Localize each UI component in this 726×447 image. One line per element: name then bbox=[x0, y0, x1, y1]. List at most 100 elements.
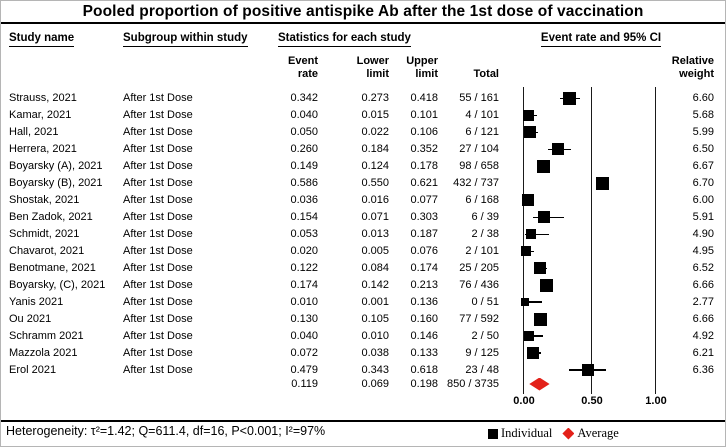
event-rate-cell: 0.130 bbox=[290, 312, 318, 325]
lower-limit-cell: 0.343 bbox=[361, 363, 389, 376]
summary-lower-limit-cell: 0.069 bbox=[361, 378, 389, 390]
study-name-cell: Yanis 2021 bbox=[9, 295, 64, 308]
subgroup-cell: After 1st Dose bbox=[123, 312, 193, 325]
table-row: Hall, 2021 After 1st Dose 0.050 0.022 0.106 6… bbox=[1, 124, 725, 141]
table-row: Mazzola 2021 After 1st Dose 0.072 0.038 0.13… bbox=[1, 345, 725, 362]
total-cell: 432 / 737 bbox=[453, 176, 499, 189]
subheader-relative-weight: Relative weight bbox=[671, 55, 714, 80]
event-rate-cell: 0.122 bbox=[290, 261, 318, 274]
total-cell: 55 / 161 bbox=[459, 92, 499, 104]
event-rate-cell: 0.174 bbox=[290, 278, 318, 291]
weight-cell: 2.77 bbox=[692, 295, 714, 308]
upper-limit-cell: 0.352 bbox=[410, 142, 438, 155]
total-cell: 27 / 104 bbox=[459, 142, 499, 155]
title-divider bbox=[1, 22, 725, 24]
subgroup-cell: After 1st Dose bbox=[123, 193, 193, 206]
table-row: Erol 2021 After 1st Dose 0.479 0.343 0.618 23… bbox=[1, 362, 725, 379]
event-rate-cell: 0.053 bbox=[290, 227, 318, 240]
weight-cell: 6.36 bbox=[692, 363, 714, 376]
study-point-square bbox=[522, 194, 535, 207]
study-point-square bbox=[523, 109, 535, 121]
upper-limit-cell: 0.133 bbox=[410, 346, 438, 359]
lower-limit-cell: 0.013 bbox=[361, 227, 389, 240]
ci-whisker bbox=[525, 233, 549, 235]
total-cell: 6 / 39 bbox=[471, 210, 499, 223]
table-row: Herrera, 2021 After 1st Dose 0.260 0.184 0.3… bbox=[1, 141, 725, 158]
upper-limit-cell: 0.160 bbox=[410, 312, 438, 325]
gridline-0.50 bbox=[591, 87, 592, 394]
lower-limit-cell: 0.001 bbox=[361, 295, 389, 308]
gridline-0.00 bbox=[523, 87, 524, 394]
study-point-square bbox=[552, 143, 565, 156]
subgroup-cell: After 1st Dose bbox=[123, 227, 193, 240]
event-rate-cell: 0.479 bbox=[290, 363, 318, 376]
upper-limit-cell: 0.174 bbox=[410, 261, 438, 274]
footer-divider bbox=[1, 420, 725, 422]
weight-cell: 6.52 bbox=[692, 261, 714, 274]
weight-cell: 6.66 bbox=[692, 278, 714, 291]
upper-limit-cell: 0.187 bbox=[410, 227, 438, 240]
subgroup-cell: After 1st Dose bbox=[123, 125, 193, 138]
upper-limit-cell: 0.106 bbox=[410, 125, 438, 138]
event-rate-cell: 0.040 bbox=[290, 329, 318, 342]
event-rate-cell: 0.036 bbox=[290, 193, 318, 206]
subheader-upper-limit: Upper limit bbox=[406, 55, 438, 80]
study-point-square bbox=[538, 211, 551, 224]
subgroup-cell: After 1st Dose bbox=[123, 363, 193, 376]
lower-limit-cell: 0.142 bbox=[361, 278, 389, 291]
lower-limit-cell: 0.071 bbox=[361, 210, 389, 223]
subgroup-cell: After 1st Dose bbox=[123, 92, 193, 104]
study-name-cell: Schramm 2021 bbox=[9, 329, 84, 342]
x-axis-tick-label: 0.50 bbox=[581, 395, 603, 407]
weight-cell: 6.70 bbox=[692, 176, 714, 189]
upper-limit-cell: 0.303 bbox=[410, 210, 438, 223]
weight-cell: 4.90 bbox=[692, 227, 714, 240]
subgroup-cell: After 1st Dose bbox=[123, 244, 193, 257]
total-cell: 23 / 48 bbox=[465, 363, 499, 376]
weight-cell: 4.92 bbox=[692, 329, 714, 342]
heterogeneity-text: Heterogeneity: τ²=1.42; Q=611.4, df=16, … bbox=[6, 424, 326, 438]
total-cell: 77 / 592 bbox=[459, 312, 499, 325]
subgroup-cell: After 1st Dose bbox=[123, 261, 193, 274]
study-point-square bbox=[521, 246, 532, 257]
upper-limit-cell: 0.101 bbox=[410, 108, 438, 121]
lower-limit-cell: 0.015 bbox=[361, 108, 389, 121]
weight-cell: 6.00 bbox=[692, 193, 714, 206]
study-point-square bbox=[527, 347, 540, 360]
study-point-square bbox=[540, 278, 554, 292]
table-row: Boyarsky, (C), 2021 After 1st Dose 0.174 0.… bbox=[1, 277, 725, 294]
col-header-event-ci: Event rate and 95% CI bbox=[511, 32, 691, 47]
weight-cell: 6.66 bbox=[692, 312, 714, 325]
table-row: 0.119 0.069 0.198 850 / 3735 bbox=[1, 376, 725, 393]
table-row: Kamar, 2021 After 1st Dose 0.040 0.015 0.101… bbox=[1, 107, 725, 124]
subgroup-cell: After 1st Dose bbox=[123, 176, 193, 189]
total-cell: 2 / 38 bbox=[471, 227, 499, 240]
table-row: Chavarot, 2021 After 1st Dose 0.020 0.005 0.… bbox=[1, 243, 725, 260]
weight-cell: 5.99 bbox=[692, 125, 714, 138]
col-header-statistics: Statistics for each study bbox=[278, 32, 411, 47]
average-diamond-icon bbox=[562, 427, 575, 440]
study-point-square bbox=[562, 92, 576, 105]
study-name-cell: Hall, 2021 bbox=[9, 125, 59, 138]
lower-limit-cell: 0.184 bbox=[361, 142, 389, 155]
lower-limit-cell: 0.105 bbox=[361, 312, 389, 325]
total-cell: 0 / 51 bbox=[471, 295, 499, 308]
table-row: Boyarsky (A), 2021 After 1st Dose 0.149 0.1… bbox=[1, 158, 725, 175]
lower-limit-cell: 0.005 bbox=[361, 244, 389, 257]
subgroup-cell: After 1st Dose bbox=[123, 108, 193, 121]
event-rate-cell: 0.072 bbox=[290, 346, 318, 359]
event-rate-cell: 0.342 bbox=[290, 92, 318, 104]
study-point-square bbox=[534, 312, 548, 326]
average-diamond bbox=[529, 377, 550, 391]
upper-limit-cell: 0.146 bbox=[410, 329, 438, 342]
lower-limit-cell: 0.273 bbox=[361, 92, 389, 104]
event-rate-cell: 0.040 bbox=[290, 108, 318, 121]
total-cell: 76 / 436 bbox=[459, 278, 499, 291]
study-name-cell: Ou 2021 bbox=[9, 312, 52, 325]
x-axis-tick-label: 1.00 bbox=[645, 395, 667, 407]
total-cell: 98 / 658 bbox=[459, 159, 499, 172]
event-rate-cell: 0.010 bbox=[290, 295, 318, 308]
total-cell: 2 / 101 bbox=[465, 244, 499, 257]
study-name-cell: Mazzola 2021 bbox=[9, 346, 78, 359]
total-cell: 9 / 125 bbox=[465, 346, 499, 359]
